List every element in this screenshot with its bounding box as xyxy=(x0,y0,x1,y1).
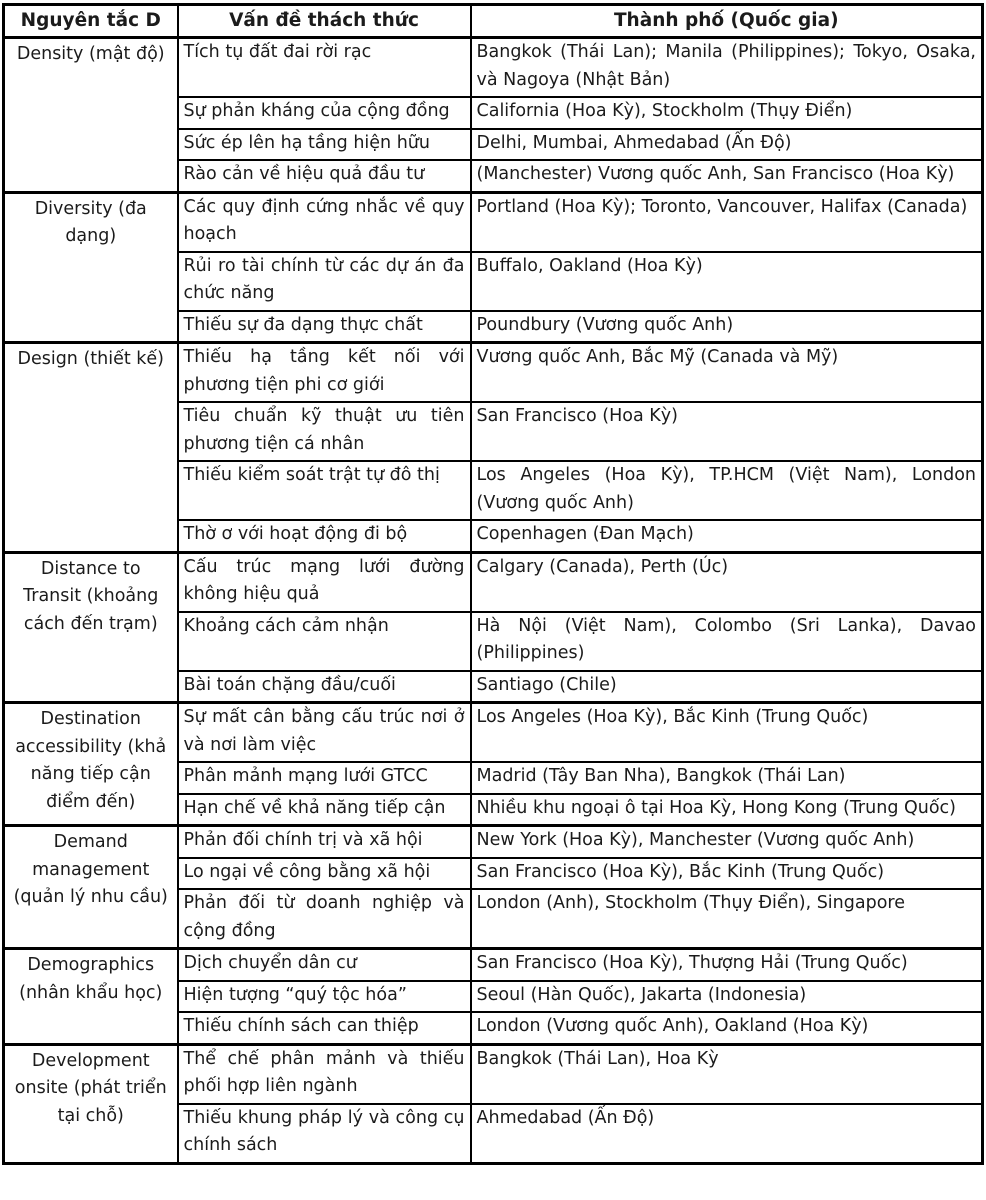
table-row: Tiêu chuẩn kỹ thuật ưu tiên phương tiện … xyxy=(4,401,984,462)
challenge-cell: Phân mảnh mạng lưới GTCC xyxy=(176,761,472,795)
cities-cell: Los Angeles (Hoa Kỳ), Bắc Kinh (Trung Qu… xyxy=(469,701,984,763)
table-row: Demographics (nhân khẩu học) Dịch chuyển … xyxy=(2,947,984,1045)
challenge-cell: Khoảng cách cảm nhận xyxy=(176,610,472,672)
challenge-cell: Bài toán chặng đầu/cuối xyxy=(176,669,472,704)
header-row: Nguyên tắc D Vấn đề thách thức Thành phố… xyxy=(2,3,984,39)
challenge-cell: Sự mất cân bằng cấu trúc nơi ở và nơi là… xyxy=(176,701,472,763)
table-row: Design (thiết kế) Thiếu hạ tầng kết nối v… xyxy=(2,341,984,553)
challenge-cell: Cấu trúc mạng lưới đường không hiệu quả xyxy=(176,550,472,613)
challenge-cell: Rào cản về hiệu quả đầu tư xyxy=(176,159,472,193)
challenge-cell: Sức ép lên hạ tầng hiện hữu xyxy=(176,127,472,161)
table-row: Lo ngại về công bằng xã hội San Francisco… xyxy=(4,856,984,890)
challenge-cell: Các quy định cứng nhắc về quy hoạch xyxy=(176,190,472,253)
challenge-cell: Rủi ro tài chính từ các dự án đa chức nă… xyxy=(176,250,472,312)
challenge-cell: Hạn chế về khả năng tiếp cận xyxy=(176,792,472,827)
cities-cell: Nhiều khu ngoại ô tại Hoa Kỳ, Hong Kong … xyxy=(469,792,984,827)
principle-cell: Demand management (quản lý nhu cầu) xyxy=(2,824,179,950)
table-row: Hạn chế về khả năng tiếp cận Nhiều khu ng… xyxy=(4,792,984,827)
table-row: Rủi ro tài chính từ các dự án đa chức nă… xyxy=(4,250,984,312)
cities-cell: Hà Nội (Việt Nam), Colombo (Sri Lanka), … xyxy=(469,610,984,672)
column-header-cities: Thành phố (Quốc gia) xyxy=(469,3,984,39)
principle-cell: Diversity (đa dạng) xyxy=(2,190,179,344)
table-row: Rào cản về hiệu quả đầu tư (Manchester) V… xyxy=(4,159,984,193)
table-row: Khoảng cách cảm nhận Hà Nội (Việt Nam), C… xyxy=(4,610,984,672)
principle-cell: Demographics (nhân khẩu học) xyxy=(2,947,179,1045)
cities-cell: Copenhagen (Đan Mạch) xyxy=(469,519,984,553)
challenge-cell: Thiếu chính sách can thiệp xyxy=(176,1011,472,1045)
principle-cell: Design (thiết kế) xyxy=(2,341,179,553)
challenge-cell: Thể chế phân mảnh và thiếu phối hợp liên… xyxy=(176,1042,472,1105)
cities-cell: Los Angeles (Hoa Kỳ), TP.HCM (Việt Nam),… xyxy=(469,460,984,521)
principle-cell: Development onsite (phát triển tại chỗ) xyxy=(2,1042,179,1164)
table-row: Thiếu chính sách can thiệp London (Vương … xyxy=(4,1011,984,1045)
cities-cell: Bangkok (Thái Lan); Manila (Philippines)… xyxy=(469,36,984,98)
table-row: Hiện tượng “quý tộc hóa” Seoul (Hàn Quốc)… xyxy=(4,979,984,1013)
challenge-cell: Phản đối từ doanh nghiệp và cộng đồng xyxy=(176,888,472,950)
cities-cell: Ahmedabad (Ấn Độ) xyxy=(469,1102,984,1164)
table-row: Distance to Transit (khoảng cách đến trạ… xyxy=(2,550,984,704)
challenge-cell: Sự phản kháng của cộng đồng xyxy=(176,96,472,130)
challenge-cell: Hiện tượng “quý tộc hóa” xyxy=(176,979,472,1013)
table-row: Phân mảnh mạng lưới GTCC Madrid (Tây Ban … xyxy=(4,761,984,795)
challenge-cell: Phản đối chính trị và xã hội xyxy=(176,824,472,859)
cities-cell: Madrid (Tây Ban Nha), Bangkok (Thái Lan) xyxy=(469,761,984,795)
challenge-cell: Lo ngại về công bằng xã hội xyxy=(176,856,472,890)
cities-cell: San Francisco (Hoa Kỳ), Thượng Hải (Trun… xyxy=(469,947,984,982)
cities-cell: New York (Hoa Kỳ), Manchester (Vương quố… xyxy=(469,824,984,859)
challenge-cell: Thiếu khung pháp lý và công cụ chính sác… xyxy=(176,1102,472,1164)
principle-cell: Distance to Transit (khoảng cách đến trạ… xyxy=(2,550,179,704)
cities-cell: Buffalo, Oakland (Hoa Kỳ) xyxy=(469,250,984,312)
principle-cell: Destination accessibility (khả năng tiếp… xyxy=(2,701,179,827)
table-row: Sự phản kháng của cộng đồng California (H… xyxy=(4,96,984,130)
challenge-cell: Thiếu hạ tầng kết nối với phương tiện ph… xyxy=(176,341,472,403)
cities-cell: California (Hoa Kỳ), Stockholm (Thụy Điể… xyxy=(469,96,984,130)
cities-cell: Poundbury (Vương quốc Anh) xyxy=(469,309,984,344)
tdm-principles-challenges-table: Nguyên tắc D Vấn đề thách thức Thành phố… xyxy=(2,3,984,1165)
challenge-cell: Thiếu sự đa dạng thực chất xyxy=(176,309,472,344)
table-row: Thiếu khung pháp lý và công cụ chính sác… xyxy=(4,1102,984,1164)
principle-cell: Density (mật độ) xyxy=(2,36,179,193)
cities-cell: Portland (Hoa Kỳ); Toronto, Vancouver, H… xyxy=(469,190,984,253)
challenge-cell: Thờ ơ với hoạt động đi bộ xyxy=(176,519,472,553)
challenge-cell: Tích tụ đất đai rời rạc xyxy=(176,36,472,98)
cities-cell: San Francisco (Hoa Kỳ) xyxy=(469,401,984,462)
cities-cell: Santiago (Chile) xyxy=(469,669,984,704)
cities-cell: San Francisco (Hoa Kỳ), Bắc Kinh (Trung … xyxy=(469,856,984,890)
cities-cell: (Manchester) Vương quốc Anh, San Francis… xyxy=(469,159,984,193)
cities-cell: Vương quốc Anh, Bắc Mỹ (Canada và Mỹ) xyxy=(469,341,984,403)
cities-cell: Bangkok (Thái Lan), Hoa Kỳ xyxy=(469,1042,984,1105)
cities-cell: Calgary (Canada), Perth (Úc) xyxy=(469,550,984,613)
table-row: Bài toán chặng đầu/cuối Santiago (Chile) xyxy=(4,669,984,704)
table-body: Density (mật độ) Tích tụ đất đai rời rạc B… xyxy=(2,36,984,1164)
cities-cell: London (Vương quốc Anh), Oakland (Hoa Kỳ… xyxy=(469,1011,984,1045)
table-row: Destination accessibility (khả năng tiếp… xyxy=(2,701,984,827)
table-row: Thiếu sự đa dạng thực chất Poundbury (Vươ… xyxy=(4,309,984,344)
cities-cell: Seoul (Hàn Quốc), Jakarta (Indonesia) xyxy=(469,979,984,1013)
table-row: Development onsite (phát triển tại chỗ) T… xyxy=(2,1042,984,1164)
table-row: Sức ép lên hạ tầng hiện hữu Delhi, Mumbai… xyxy=(4,127,984,161)
table-row: Demand management (quản lý nhu cầu) Phản … xyxy=(2,824,984,950)
table-row: Diversity (đa dạng) Các quy định cứng nhắ… xyxy=(2,190,984,344)
challenge-cell: Dịch chuyển dân cư xyxy=(176,947,472,982)
table-row: Thiếu kiểm soát trật tự đô thị Los Angele… xyxy=(4,460,984,521)
column-header-principle: Nguyên tắc D xyxy=(2,3,179,39)
cities-cell: Delhi, Mumbai, Ahmedabad (Ấn Độ) xyxy=(469,127,984,161)
challenge-cell: Thiếu kiểm soát trật tự đô thị xyxy=(176,460,472,521)
cities-cell: London (Anh), Stockholm (Thụy Điển), Sin… xyxy=(469,888,984,950)
table-row: Thờ ơ với hoạt động đi bộ Copenhagen (Đan… xyxy=(4,519,984,553)
column-header-challenge: Vấn đề thách thức xyxy=(176,3,472,39)
table-row: Phản đối từ doanh nghiệp và cộng đồng Lon… xyxy=(4,888,984,950)
table-row: Density (mật độ) Tích tụ đất đai rời rạc B… xyxy=(2,36,984,193)
challenge-cell: Tiêu chuẩn kỹ thuật ưu tiên phương tiện … xyxy=(176,401,472,462)
